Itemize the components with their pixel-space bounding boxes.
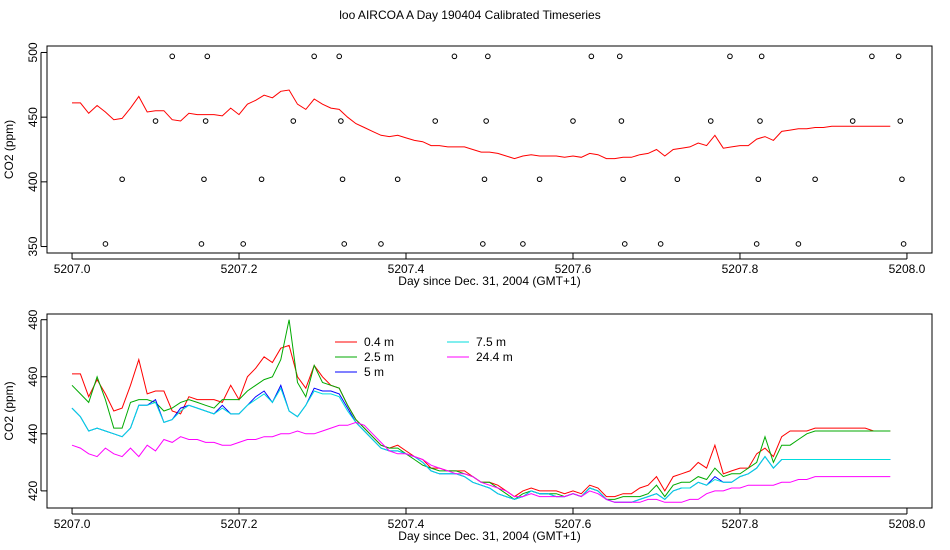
x-axis-label: Day since Dec. 31, 2004 (GMT+1) — [398, 274, 580, 288]
x-tick-label: 5207.4 — [388, 262, 425, 276]
data-point — [570, 118, 576, 124]
y-axis-label: CO2 (ppm) — [2, 120, 16, 179]
data-point — [674, 176, 681, 183]
y-tick-label: 450 — [26, 107, 40, 127]
data-point — [290, 118, 297, 124]
x-tick-label: 5207.0 — [54, 262, 91, 276]
data-point — [520, 241, 526, 247]
x-tick-label: 5207.8 — [722, 262, 759, 276]
data-point — [727, 53, 733, 60]
y-tick-label: 500 — [26, 42, 40, 62]
legend-label: 2.5 m — [364, 350, 394, 364]
data-point — [536, 176, 543, 183]
y-tick-label: 480 — [26, 309, 40, 329]
data-point — [897, 118, 904, 124]
plot-frame — [46, 45, 933, 254]
x-tick-label: 5207.8 — [722, 517, 759, 531]
data-point — [620, 176, 626, 183]
data-point — [707, 118, 714, 124]
data-point — [338, 118, 344, 124]
page-title: loo AIRCOA A Day 190404 Calibrated Times… — [339, 8, 601, 22]
chart-panel-1: 5207.0 5207.2 5207.4 5207.6 5207.8 5208.0 Day … — [2, 42, 933, 288]
legend: 0.4 m2.5 m5 m 7.5 m24.4 m — [335, 335, 513, 379]
series-line-7-5-m — [71, 387, 891, 503]
data-point — [451, 53, 458, 60]
x-tick-label: 5208.0 — [889, 262, 926, 276]
data-point — [849, 118, 856, 124]
data-point — [758, 53, 765, 60]
data-point — [394, 176, 401, 183]
series-line-1-1 — [72, 89, 891, 160]
data-point — [588, 53, 595, 60]
x-tick-label: 5207.2 — [221, 262, 258, 276]
legend-label: 5 m — [364, 365, 384, 379]
data-point — [339, 176, 346, 183]
legend-label: 24.4 m — [476, 350, 513, 364]
data-point — [899, 176, 905, 183]
data-point — [753, 241, 760, 247]
data-point — [204, 53, 211, 60]
data-point — [485, 53, 491, 60]
data-point — [657, 241, 664, 247]
data-point — [198, 241, 205, 247]
data-point — [119, 176, 125, 183]
data-point — [795, 241, 802, 247]
y-tick-label: 440 — [26, 423, 40, 443]
plot-frame — [46, 313, 933, 509]
x-tick-label: 5207.0 — [54, 517, 91, 531]
x-axis-label: Day since Dec. 31, 2004 (GMT+1) — [398, 529, 580, 543]
data-point — [202, 118, 209, 124]
y-tick-label: 400 — [26, 172, 40, 192]
data-point — [812, 176, 818, 183]
data-point — [201, 176, 207, 183]
data-point — [169, 53, 176, 60]
y-tick-label: 420 — [26, 481, 40, 501]
data-point — [900, 241, 907, 247]
legend-label: 7.5 m — [476, 335, 506, 349]
data-point — [481, 176, 488, 183]
x-tick-label: 5207.4 — [388, 517, 425, 531]
data-point — [240, 241, 247, 247]
data-point — [258, 176, 265, 183]
data-point — [483, 118, 489, 124]
data-point — [311, 53, 317, 60]
y-axis-label: CO2 (ppm) — [2, 381, 16, 440]
data-point — [869, 53, 875, 60]
x-tick-label: 5208.0 — [889, 517, 926, 531]
data-point — [616, 53, 623, 60]
series-line-24-4-m — [71, 421, 891, 503]
data-point — [757, 118, 763, 124]
x-tick-label: 5207.2 — [221, 517, 258, 531]
data-point — [621, 241, 628, 247]
x-tick-label: 5207.6 — [555, 262, 592, 276]
data-point — [102, 241, 109, 247]
data-point — [152, 118, 159, 124]
series-line-0-4-m — [72, 344, 891, 498]
y-tick-label: 350 — [26, 236, 40, 256]
chart-panel-2: 5207.0 5207.2 5207.4 5207.6 5207.8 5208.0 Day … — [2, 309, 933, 543]
data-point — [432, 118, 439, 124]
data-point — [480, 241, 486, 247]
legend-label: 0.4 m — [364, 335, 394, 349]
y-tick-label: 460 — [26, 366, 40, 386]
data-point — [336, 53, 343, 60]
data-point — [618, 118, 625, 124]
data-point — [895, 53, 902, 60]
data-point — [341, 241, 348, 247]
data-point — [378, 241, 384, 247]
data-point — [755, 176, 762, 183]
x-tick-label: 5207.6 — [555, 517, 592, 531]
